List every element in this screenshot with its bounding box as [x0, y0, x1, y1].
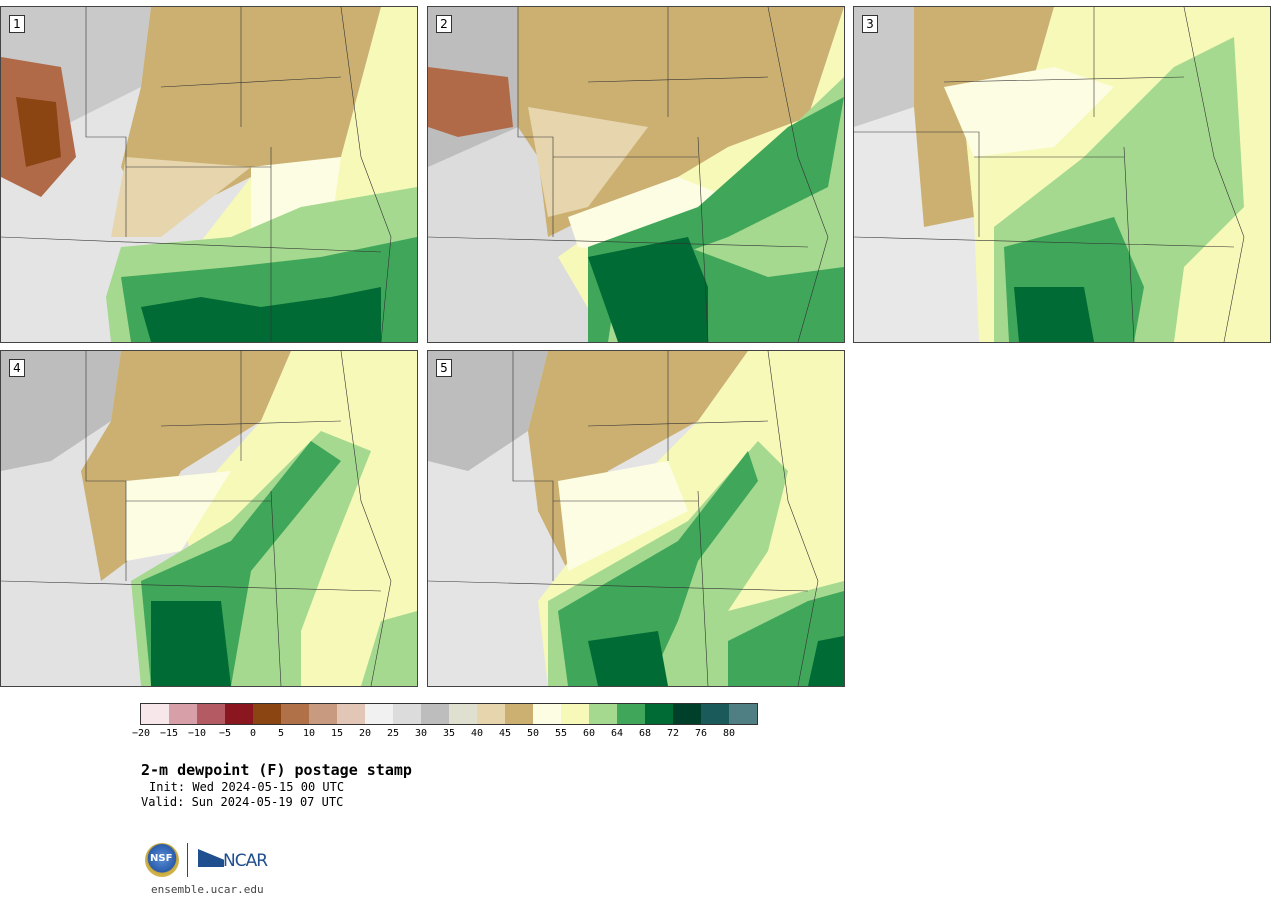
- map-panel-5: 5: [427, 350, 845, 687]
- colorbar-tick-label: 55: [554, 728, 568, 739]
- colorbar-tick-label: 68: [638, 728, 652, 739]
- ncar-logo-text: NCAR: [223, 851, 268, 871]
- dewpoint-map-2: [428, 7, 844, 342]
- colorbar-tick-label: 20: [358, 728, 372, 739]
- dewpoint-map-3: [854, 7, 1270, 342]
- colorbar-swatch: [673, 704, 701, 724]
- colorbar-swatch: [589, 704, 617, 724]
- panel-number: 3: [862, 15, 878, 33]
- valid-time: Valid: Sun 2024-05-19 07 UTC: [141, 795, 344, 809]
- colorbar-swatch: [449, 704, 477, 724]
- panel-number: 2: [436, 15, 452, 33]
- colorbar-tick-label: 40: [470, 728, 484, 739]
- logos: NSF NCAR: [145, 843, 275, 879]
- colorbar-tick-label: 72: [666, 728, 680, 739]
- site-url: ensemble.ucar.edu: [151, 883, 264, 896]
- colorbar: [140, 703, 758, 725]
- colorbar-tick-label: −10: [187, 728, 207, 739]
- colorbar-swatch: [533, 704, 561, 724]
- map-panel-2: 2: [427, 6, 845, 343]
- colorbar-tick-label: 10: [302, 728, 316, 739]
- dewpoint-map-5: [428, 351, 844, 686]
- colorbar-tick-label: 45: [498, 728, 512, 739]
- colorbar-swatch: [645, 704, 673, 724]
- nsf-logo-icon: NSF: [145, 843, 179, 877]
- panel-number: 1: [9, 15, 25, 33]
- colorbar-swatch: [337, 704, 365, 724]
- colorbar-tick-label: 5: [277, 728, 285, 739]
- colorbar-tick-label: 15: [330, 728, 344, 739]
- logo-separator: [187, 843, 188, 877]
- colorbar-tick-label: 76: [694, 728, 708, 739]
- colorbar-tick-label: 35: [442, 728, 456, 739]
- colorbar-swatch: [729, 704, 757, 724]
- panel-number: 5: [436, 359, 452, 377]
- colorbar-swatch: [225, 704, 253, 724]
- colorbar-swatch: [505, 704, 533, 724]
- colorbar-swatch: [281, 704, 309, 724]
- colorbar-swatch: [421, 704, 449, 724]
- colorbar-tick-label: 60: [582, 728, 596, 739]
- colorbar-tick-label: 0: [249, 728, 257, 739]
- colorbar-tick-label: 50: [526, 728, 540, 739]
- colorbar-tick-label: −20: [131, 728, 151, 739]
- colorbar-swatch: [309, 704, 337, 724]
- colorbar-tick-label: −5: [218, 728, 232, 739]
- nsf-logo-text: NSF: [150, 853, 173, 864]
- dewpoint-map-4: [1, 351, 417, 686]
- colorbar-swatch: [617, 704, 645, 724]
- init-time: Init: Wed 2024-05-15 00 UTC: [149, 780, 345, 794]
- colorbar-swatch: [477, 704, 505, 724]
- colorbar-tick-label: 80: [722, 728, 736, 739]
- map-panel-1: 1: [0, 6, 418, 343]
- map-panel-3: 3: [853, 6, 1271, 343]
- colorbar-swatch: [701, 704, 729, 724]
- colorbar-swatch: [561, 704, 589, 724]
- colorbar-swatch: [365, 704, 393, 724]
- colorbar-swatch: [393, 704, 421, 724]
- panel-number: 4: [9, 359, 25, 377]
- colorbar-tick-label: 64: [610, 728, 624, 739]
- colorbar-tick-labels: −20 −15 −10 −5 0 5 10 15 20 25 30 35 40 45 50 55 60 64 68 7…: [132, 728, 760, 742]
- colorbar-tick-label: −15: [159, 728, 179, 739]
- colorbar-swatch: [141, 704, 169, 724]
- colorbar-swatch: [253, 704, 281, 724]
- ncar-logo-icon: [198, 849, 224, 867]
- colorbar-swatch: [169, 704, 197, 724]
- colorbar-swatch: [197, 704, 225, 724]
- map-panel-4: 4: [0, 350, 418, 687]
- dewpoint-map-1: [1, 7, 417, 342]
- colorbar-tick-label: 25: [386, 728, 400, 739]
- colorbar-tick-label: 30: [414, 728, 428, 739]
- chart-title: 2-m dewpoint (F) postage stamp: [141, 761, 412, 779]
